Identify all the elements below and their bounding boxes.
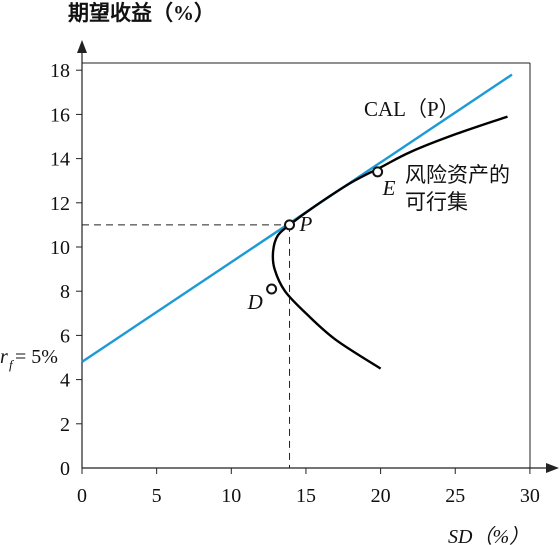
y-tick-label: 4 (60, 370, 70, 392)
rf-label-subscript: f (9, 357, 15, 372)
x-tick-label: 5 (152, 485, 162, 507)
y-tick-label: 10 (50, 237, 70, 259)
y-axis-arrow-icon (77, 40, 87, 53)
x-tick-label: 10 (221, 485, 241, 507)
frontier-label-line1: 风险资产的 (405, 163, 510, 187)
feasible-set-curve (271, 115, 508, 370)
x-tick-label: 30 (520, 485, 540, 507)
frontier-label-line2: 可行集 (405, 190, 468, 214)
y-tick-label: 6 (60, 325, 70, 347)
point-d-label: D (247, 290, 263, 314)
y-tick-label: 12 (50, 193, 70, 215)
cal-label: CAL（P） (364, 97, 460, 121)
point-d-marker (266, 283, 278, 295)
y-tick-label: 14 (50, 149, 70, 171)
point-p-marker (284, 219, 296, 231)
x-tick-label: 15 (296, 485, 316, 507)
x-tick-label: 25 (445, 485, 465, 507)
y-tick-label: 16 (50, 104, 70, 126)
x-tick-label: 0 (77, 485, 87, 507)
rf-label-r: r (0, 346, 8, 368)
point-p-label: P (299, 212, 313, 236)
y-tick-label: 2 (60, 414, 70, 436)
y-tick-label: 0 (60, 458, 70, 480)
x-axis-arrow-icon (546, 463, 559, 473)
point-e-label: E (382, 176, 396, 200)
x-tick-label: 20 (371, 485, 391, 507)
y-tick-label: 18 (50, 60, 70, 82)
y-tick-label: 8 (60, 281, 70, 303)
point-e-marker (372, 166, 384, 178)
y-axis-title: 期望收益（%） (68, 1, 215, 25)
rf-label: r f = 5% (0, 346, 58, 372)
x-axis-title: SD（%） (448, 525, 529, 545)
rf-label-value: = 5% (15, 346, 58, 368)
